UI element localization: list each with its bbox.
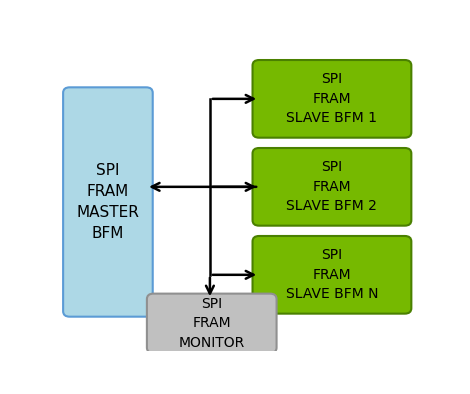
Text: SPI
FRAM
SLAVE BFM 1: SPI FRAM SLAVE BFM 1: [286, 72, 377, 125]
FancyBboxPatch shape: [252, 60, 411, 138]
Text: SPI
FRAM
MASTER
BFM: SPI FRAM MASTER BFM: [77, 163, 140, 241]
Text: SPI
FRAM
MONITOR: SPI FRAM MONITOR: [179, 297, 245, 350]
FancyBboxPatch shape: [252, 148, 411, 226]
Text: SPI
FRAM
SLAVE BFM 2: SPI FRAM SLAVE BFM 2: [287, 160, 377, 213]
FancyBboxPatch shape: [252, 236, 411, 314]
Text: SPI
FRAM
SLAVE BFM N: SPI FRAM SLAVE BFM N: [286, 248, 378, 301]
FancyBboxPatch shape: [63, 87, 153, 317]
FancyBboxPatch shape: [147, 294, 276, 353]
